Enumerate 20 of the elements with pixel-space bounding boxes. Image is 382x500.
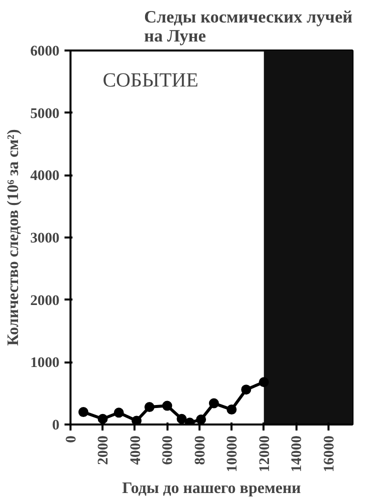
y-tick-label: 5000 bbox=[30, 106, 60, 122]
x-tick-label: 6000 bbox=[160, 436, 176, 465]
x-tick-label: 4000 bbox=[128, 436, 144, 465]
x-axis-title: Годы до нашего времени bbox=[122, 480, 301, 498]
y-tick-label: 2000 bbox=[30, 292, 60, 309]
y-tick-label: 6000 bbox=[30, 44, 60, 60]
x-tick-label: 8000 bbox=[192, 436, 208, 465]
annotation: СОБЫТИЕ bbox=[102, 70, 198, 92]
y-tick-label: 4000 bbox=[30, 168, 60, 184]
x-tick-label: 14000 bbox=[289, 436, 306, 472]
y-tick-label: 1000 bbox=[30, 355, 60, 372]
x-tick-label: 10000 bbox=[224, 436, 241, 472]
x-tick-label: 0 bbox=[64, 436, 80, 443]
x-tick-label: 16000 bbox=[321, 436, 338, 472]
x-tick-label: 2000 bbox=[96, 436, 112, 465]
y-axis-title: Количество следов (10⁶ за см²) bbox=[5, 129, 22, 346]
x-tick-label: 12000 bbox=[256, 436, 273, 472]
chart-title: Следы космических лучей на Луне bbox=[144, 8, 353, 46]
y-tick-label: 0 bbox=[52, 418, 60, 434]
y-tick-label: 3000 bbox=[30, 230, 60, 246]
